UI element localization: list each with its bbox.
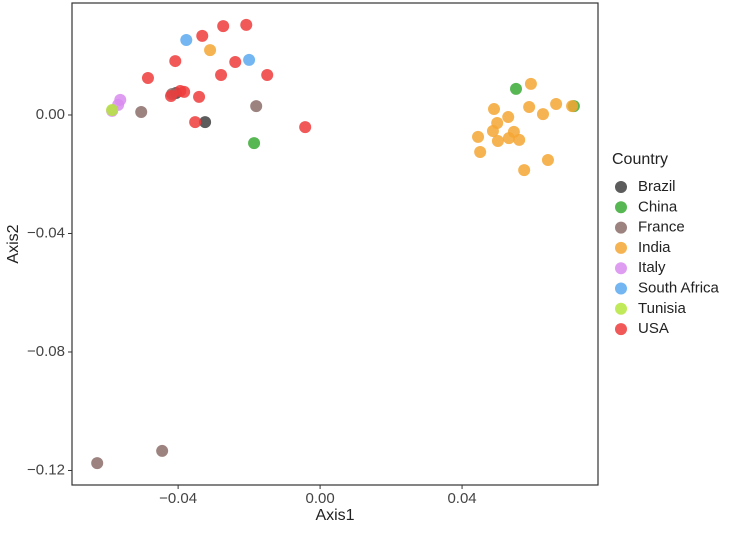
legend-marker — [615, 282, 627, 295]
legend-label: Tunisia — [638, 300, 686, 317]
point — [199, 116, 212, 129]
point — [240, 18, 253, 31]
y-tick-label: 0.00 — [36, 106, 65, 123]
y-tick-label: −0.12 — [27, 461, 65, 478]
point — [165, 90, 178, 103]
point — [491, 135, 504, 148]
point — [178, 85, 191, 98]
legend-label: South Africa — [638, 279, 720, 296]
legend-marker — [615, 221, 627, 234]
y-tick-label: −0.04 — [27, 224, 65, 241]
x-tick-label: −0.04 — [159, 490, 197, 507]
legend-label: China — [638, 198, 678, 215]
legend-marker — [615, 323, 627, 336]
point — [536, 108, 549, 121]
point — [215, 68, 228, 81]
y-axis-title: Axis2 — [5, 224, 22, 263]
point — [106, 103, 119, 116]
legend-label: Brazil — [638, 178, 676, 195]
point — [204, 44, 217, 57]
point — [488, 103, 501, 116]
point — [248, 137, 261, 150]
legend-label: Italy — [638, 259, 666, 276]
point — [189, 116, 202, 129]
y-tick-label: −0.08 — [27, 343, 65, 360]
point — [513, 133, 526, 146]
x-axis-title: Axis1 — [315, 507, 354, 524]
point — [524, 77, 537, 90]
legend-label: India — [638, 239, 671, 256]
point — [180, 34, 193, 47]
legend-marker — [615, 241, 627, 254]
point — [299, 121, 312, 134]
legend-marker — [615, 181, 627, 193]
point — [156, 444, 169, 457]
point — [135, 106, 148, 119]
point — [91, 457, 104, 470]
point — [169, 55, 182, 68]
point — [550, 98, 563, 111]
point — [486, 124, 499, 137]
legend-marker — [615, 201, 627, 214]
point — [261, 68, 274, 81]
point — [474, 146, 487, 159]
x-tick-label: 0.00 — [305, 490, 334, 507]
point — [250, 100, 263, 113]
point — [193, 90, 206, 103]
legend-title: Country — [612, 151, 668, 168]
point — [541, 154, 554, 167]
point — [229, 55, 242, 68]
point — [518, 164, 531, 177]
plot-panel — [71, 2, 599, 486]
point — [510, 82, 523, 95]
point — [502, 111, 515, 124]
legend-marker — [615, 262, 627, 275]
point — [523, 100, 536, 113]
point — [472, 130, 485, 143]
point — [566, 100, 579, 113]
legend-label: USA — [638, 320, 669, 337]
point — [243, 53, 256, 66]
x-tick-label: 0.04 — [447, 490, 476, 507]
legend-label: France — [638, 219, 685, 236]
point — [196, 29, 209, 42]
point — [141, 71, 154, 84]
point — [217, 20, 230, 33]
legend-marker — [615, 302, 627, 315]
